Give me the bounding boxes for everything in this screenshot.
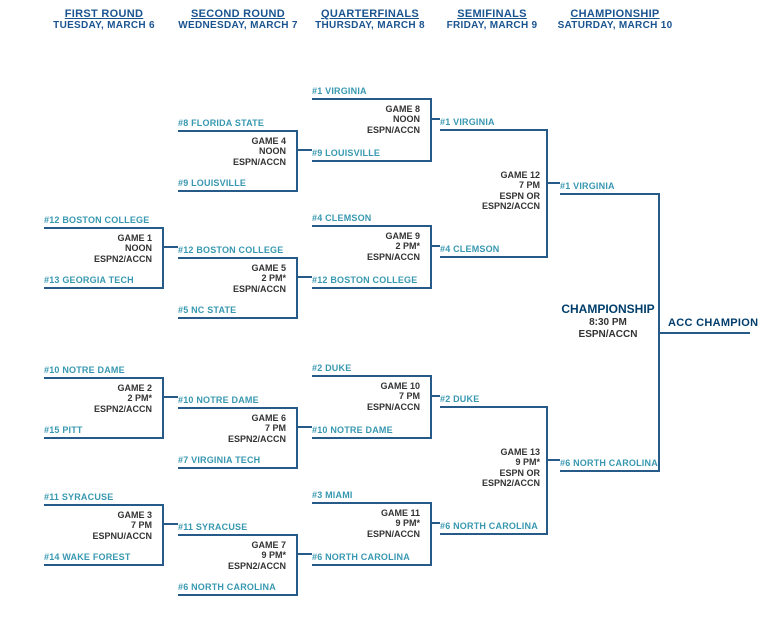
championship-info: 8:30 PM ESPN/ACCN xyxy=(558,317,658,340)
bracket-line xyxy=(298,553,312,555)
championship-title: CHAMPIONSHIP xyxy=(558,302,658,316)
team-slot: #10 NOTRE DAME xyxy=(44,365,164,379)
game-info: GAME 92 PM*ESPN/ACCN xyxy=(350,231,420,262)
bracket-line xyxy=(164,396,178,398)
team-slot: #6 NORTH CAROLINA xyxy=(312,552,432,566)
bracket-container: FIRST ROUND TUESDAY, MARCH 6 SECOND ROUN… xyxy=(0,0,763,643)
team-slot: #2 DUKE xyxy=(312,363,432,377)
bracket-line xyxy=(162,227,164,289)
round-date: FRIDAY, MARCH 9 xyxy=(438,20,546,31)
game-info: GAME 139 PM*ESPN OR ESPN2/ACCN xyxy=(440,447,540,488)
round-name: SECOND ROUND xyxy=(178,8,298,20)
team-slot: #15 PITT xyxy=(44,425,164,439)
game-info: GAME 119 PM*ESPN/ACCN xyxy=(350,508,420,539)
bracket-line xyxy=(298,149,312,151)
team-slot: #5 NC STATE xyxy=(178,305,298,319)
game-info: GAME 37 PMESPNU/ACCN xyxy=(82,510,152,541)
bracket-line xyxy=(430,225,432,287)
bracket-line xyxy=(548,459,560,461)
team-slot: #11 SYRACUSE xyxy=(44,492,164,506)
round-header-5: CHAMPIONSHIP SATURDAY, MARCH 10 xyxy=(556,8,674,31)
bracket-line xyxy=(296,130,298,192)
bracket-line xyxy=(164,523,178,525)
bracket-line xyxy=(430,375,432,437)
round-header-1: FIRST ROUND TUESDAY, MARCH 6 xyxy=(50,8,158,31)
team-slot: #6 NORTH CAROLINA xyxy=(560,458,660,472)
bracket-line xyxy=(296,407,298,469)
round-name: CHAMPIONSHIP xyxy=(556,8,674,20)
round-date: SATURDAY, MARCH 10 xyxy=(556,20,674,31)
team-slot: #10 NOTRE DAME xyxy=(178,395,298,409)
round-name: QUARTERFINALS xyxy=(310,8,430,20)
bracket-line xyxy=(164,246,178,248)
team-slot: #4 CLEMSON xyxy=(440,244,548,258)
bracket-line xyxy=(432,522,440,524)
bracket-line xyxy=(430,502,432,564)
game-info: GAME 107 PMESPN/ACCN xyxy=(350,381,420,412)
team-slot: #1 VIRGINIA xyxy=(312,86,432,100)
bracket-line xyxy=(432,245,440,247)
team-slot: #10 NOTRE DAME xyxy=(312,425,432,439)
round-date: TUESDAY, MARCH 6 xyxy=(50,20,158,31)
team-slot: #2 DUKE xyxy=(440,394,548,408)
round-name: FIRST ROUND xyxy=(50,8,158,20)
bracket-line xyxy=(298,276,312,278)
game-info: GAME 79 PM*ESPN2/ACCN xyxy=(216,540,286,571)
champion-label: ACC CHAMPION xyxy=(668,317,758,329)
team-slot: #9 LOUISVILLE xyxy=(312,148,432,162)
bracket-line xyxy=(546,406,548,535)
bracket-line xyxy=(546,129,548,258)
team-slot: #1 VIRGINIA xyxy=(440,117,548,131)
team-slot: #12 BOSTON COLLEGE xyxy=(44,215,164,229)
round-date: WEDNESDAY, MARCH 7 xyxy=(178,20,298,31)
team-slot: #8 FLORIDA STATE xyxy=(178,118,298,132)
bracket-line xyxy=(432,395,440,397)
round-name: SEMIFINALS xyxy=(438,8,546,20)
team-slot: #1 VIRGINIA xyxy=(560,181,660,195)
game-info: GAME 67 PMESPN2/ACCN xyxy=(216,413,286,444)
bracket-line xyxy=(660,332,750,334)
game-info: GAME 8NOONESPN/ACCN xyxy=(350,104,420,135)
bracket-line xyxy=(548,182,560,184)
game-info: GAME 127 PMESPN OR ESPN2/ACCN xyxy=(440,170,540,211)
round-header-2: SECOND ROUND WEDNESDAY, MARCH 7 xyxy=(178,8,298,31)
game-info: GAME 22 PM*ESPN2/ACCN xyxy=(82,383,152,414)
game-info: GAME 1NOONESPN2/ACCN xyxy=(82,233,152,264)
team-slot: #11 SYRACUSE xyxy=(178,522,298,536)
round-date: THURSDAY, MARCH 8 xyxy=(310,20,430,31)
bracket-line xyxy=(162,504,164,566)
team-slot: #6 NORTH CAROLINA xyxy=(440,521,548,535)
round-header-4: SEMIFINALS FRIDAY, MARCH 9 xyxy=(438,8,546,31)
team-slot: #12 BOSTON COLLEGE xyxy=(178,245,298,259)
bracket-line xyxy=(296,534,298,596)
bracket-line xyxy=(296,257,298,319)
team-slot: #6 NORTH CAROLINA xyxy=(178,582,298,596)
bracket-line xyxy=(432,118,440,120)
team-slot: #12 BOSTON COLLEGE xyxy=(312,275,432,289)
bracket-line xyxy=(430,98,432,160)
team-slot: #13 GEORGIA TECH xyxy=(44,275,164,289)
team-slot: #7 VIRGINIA TECH xyxy=(178,455,298,469)
team-slot: #3 MIAMI xyxy=(312,490,432,504)
round-header-3: QUARTERFINALS THURSDAY, MARCH 8 xyxy=(310,8,430,31)
bracket-line xyxy=(162,377,164,439)
bracket-line xyxy=(298,426,312,428)
game-info: GAME 52 PM*ESPN/ACCN xyxy=(216,263,286,294)
team-slot: #4 CLEMSON xyxy=(312,213,432,227)
team-slot: #14 WAKE FOREST xyxy=(44,552,164,566)
team-slot: #9 LOUISVILLE xyxy=(178,178,298,192)
game-info: GAME 4NOONESPN/ACCN xyxy=(216,136,286,167)
